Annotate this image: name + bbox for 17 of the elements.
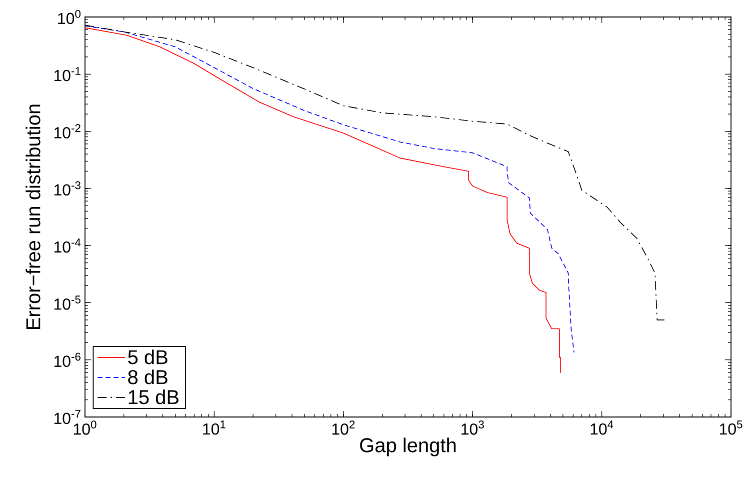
- y-tick-label: 10$^{-2}$: [54, 124, 80, 138]
- y-tick-label: 10$^{-1}$: [54, 67, 80, 82]
- x-tick-label: 10$^{4}$: [590, 420, 614, 435]
- legend-label: 5 dB: [128, 350, 168, 364]
- y-tick-label: 10$^{-5}$: [54, 296, 80, 310]
- y-axis-title: Error−free run distribution: [26, 104, 40, 330]
- y-tick-label: 10$^{-4}$: [54, 238, 81, 253]
- x-axis-title: Gap length: [360, 438, 456, 456]
- x-tick-label: 10$^{5}$: [720, 420, 742, 435]
- x-tick-label: 10$^{1}$: [203, 420, 226, 435]
- legend-label: 8 dB: [128, 370, 168, 384]
- y-tick-label: 10$^{-6}$: [54, 352, 80, 367]
- y-tick-label: 10$^{0}$: [58, 10, 81, 24]
- x-tick-label: 10$^{3}$: [462, 420, 484, 435]
- x-tick-label: 10$^{2}$: [332, 420, 355, 435]
- y-tick-label: 10$^{-3}$: [54, 181, 80, 196]
- legend-label: 15 dB: [128, 390, 178, 404]
